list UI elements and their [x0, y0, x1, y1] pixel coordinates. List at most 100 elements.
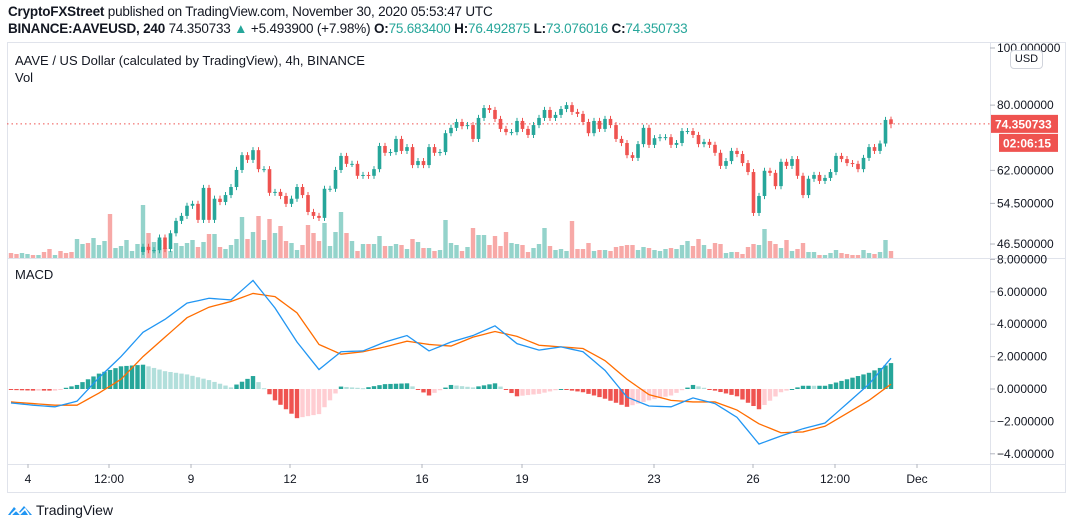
macd-histogram-bar [146, 366, 151, 389]
candle-body [421, 161, 426, 166]
volume-bar [575, 249, 580, 258]
macd-histogram-bar [591, 389, 597, 396]
volume-bar [756, 245, 762, 258]
candle-body [438, 152, 442, 154]
macd-histogram-bar [448, 384, 454, 389]
volume-bar [498, 246, 503, 258]
tradingview-logo[interactable]: TradingView [7, 502, 113, 518]
candle [454, 118, 459, 131]
volume-bar [30, 255, 36, 258]
candle [570, 102, 574, 116]
volume-bar [778, 248, 784, 258]
publisher-name[interactable]: CryptoFXStreet [8, 4, 105, 19]
volume-bar [619, 246, 624, 258]
macd-histogram-bar [481, 385, 487, 389]
macd-histogram-bar [300, 389, 305, 418]
candle [284, 192, 288, 207]
macd-histogram-bar [718, 389, 723, 393]
volume-bar [773, 244, 778, 258]
volume-bar [223, 249, 228, 258]
volume-bar [322, 223, 327, 258]
candle-body [300, 187, 305, 196]
volume-bar [685, 241, 690, 258]
volume-bar [107, 214, 113, 258]
macd-histogram-bar [866, 372, 872, 389]
candle [493, 106, 497, 123]
volume-bar [454, 245, 459, 258]
volume-bar [817, 255, 822, 258]
candle-body [454, 121, 459, 128]
candle-body [878, 143, 882, 151]
volume-bar [190, 240, 195, 258]
candle-body [762, 170, 767, 196]
candle-body [674, 142, 679, 145]
candle [762, 167, 767, 200]
macd-histogram-bar [322, 389, 327, 408]
macd-histogram-bar [80, 382, 85, 389]
volume-bar [58, 251, 63, 258]
volume-bar [283, 241, 289, 258]
candle [784, 158, 789, 169]
candle-body [526, 128, 530, 135]
candle-body [779, 161, 783, 187]
candle [603, 115, 607, 133]
candle-body [311, 211, 316, 216]
macd-tick-label: 0.000000 [997, 382, 1047, 396]
signal-line [10, 292, 892, 434]
volume-bar [338, 212, 344, 258]
candle [405, 144, 409, 154]
candle [179, 212, 184, 224]
volume-bar [311, 233, 316, 258]
candle-body [553, 114, 558, 118]
candle [707, 138, 712, 148]
candle [889, 116, 893, 129]
volume-bar [569, 221, 575, 258]
macd-histogram-bar [74, 384, 80, 389]
volume-bar [652, 250, 657, 258]
candle-body [278, 191, 283, 196]
candle-body [410, 147, 415, 166]
price-tick-label: 80.000000 [997, 98, 1054, 112]
currency-button[interactable]: USD [1010, 50, 1043, 69]
macd-histogram-bar [487, 384, 492, 389]
candle [718, 149, 723, 169]
volume-bar [228, 245, 234, 258]
candle-body [487, 108, 492, 110]
volume-bar [789, 251, 795, 258]
candle-body [773, 172, 778, 187]
macd-histogram-bar [762, 389, 767, 405]
volume-bar [129, 251, 135, 258]
macd-histogram-bar [811, 385, 817, 389]
candle-body [509, 132, 514, 134]
volume-bar [663, 249, 668, 258]
macd-histogram-bar [206, 380, 212, 389]
volume-bar [184, 243, 190, 258]
macd-histogram-bar [190, 375, 195, 389]
time-tick-label: 9 [188, 472, 195, 486]
candle [300, 183, 305, 199]
candle [201, 184, 206, 223]
macd-histogram-bar [751, 389, 756, 407]
volume-bar [520, 245, 525, 258]
macd-histogram-bar [157, 369, 162, 389]
candle [779, 158, 783, 190]
macd-histogram-bar [558, 389, 564, 390]
candle-body [317, 215, 321, 218]
candle-body [207, 187, 211, 220]
candle [350, 160, 354, 167]
volume-bar [349, 241, 355, 258]
candle [828, 168, 833, 182]
candle [438, 149, 442, 156]
volume-bar [168, 251, 173, 258]
macd-histogram-bar [778, 389, 784, 393]
candle [883, 116, 888, 147]
volume-bar [888, 251, 894, 258]
volume-bar [553, 250, 558, 258]
candle-body [377, 145, 382, 170]
volume-bar [828, 253, 833, 258]
macd-pane [8, 279, 894, 445]
time-tick-label: 16 [415, 472, 429, 486]
candle-body [603, 118, 607, 129]
candle [691, 127, 695, 139]
